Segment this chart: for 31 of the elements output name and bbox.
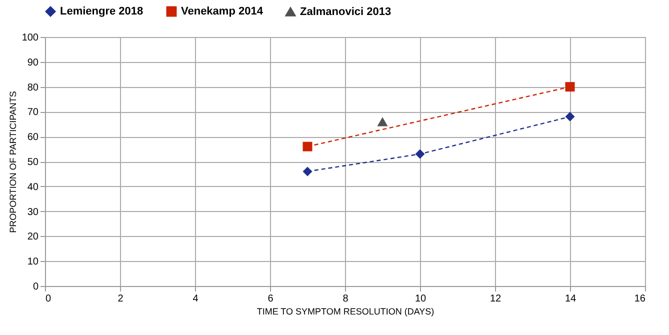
x-tick-label: 8 — [342, 294, 349, 304]
y-tick-label: 90 — [27, 57, 39, 68]
x-tick-label: 12 — [490, 294, 502, 304]
point — [377, 117, 388, 126]
point — [565, 112, 575, 122]
x-tick-label: 14 — [564, 294, 576, 304]
x-axis-title: TIME TO SYMPTOM RESOLUTION (DAYS) — [256, 306, 434, 316]
y-tick-label: 60 — [27, 132, 39, 144]
y-tick-label: 0 — [32, 282, 39, 292]
legend-label: Venekamp 2014 — [181, 6, 264, 18]
y-axis-title: PROPORTION OF PARTICIPANTS — [8, 91, 18, 233]
x-tick-label: 10 — [414, 294, 426, 304]
x-tick-label: 2 — [118, 294, 124, 304]
legend-label: Zalmanovici 2013 — [300, 6, 392, 18]
x-tick-label: 16 — [634, 294, 646, 304]
y-tick-label: 80 — [27, 82, 39, 94]
point — [302, 142, 312, 152]
y-tick-label: 30 — [27, 206, 39, 218]
legend-label: Lemiengre 2018 — [60, 6, 144, 18]
x-tick-label: 6 — [268, 294, 274, 304]
x-tick-label: 4 — [192, 294, 199, 304]
y-tick-label: 100 — [22, 32, 39, 44]
y-tick-label: 70 — [27, 107, 39, 118]
point — [302, 166, 312, 176]
y-tick-label: 50 — [27, 157, 39, 168]
x-tick-label: 0 — [46, 294, 52, 304]
y-tick-label: 20 — [27, 232, 39, 243]
point — [565, 82, 575, 92]
y-tick-label: 40 — [27, 182, 39, 193]
point — [415, 149, 425, 159]
y-tick-label: 10 — [27, 256, 39, 268]
